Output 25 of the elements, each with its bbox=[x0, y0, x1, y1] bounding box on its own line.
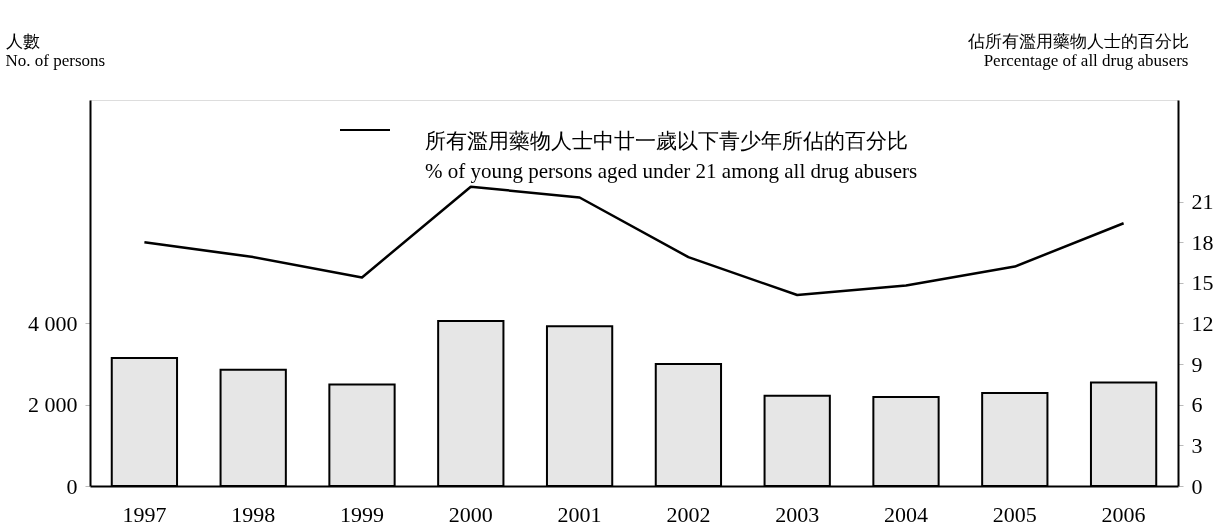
x-tick-label: 2004 bbox=[884, 501, 928, 527]
x-tick-label: 1999 bbox=[340, 501, 384, 527]
y-tick-label: 2 000 bbox=[28, 392, 78, 418]
line-series bbox=[143, 185, 1125, 297]
x-tick-label: 1998 bbox=[231, 501, 276, 527]
y2-tick-label: 9 bbox=[1191, 351, 1203, 377]
x-tick-label: 2003 bbox=[775, 501, 820, 527]
x-tick-label: 2000 bbox=[448, 501, 493, 527]
x-tick-label: 2006 bbox=[1101, 501, 1146, 527]
y2-tick-label: 21 bbox=[1191, 189, 1214, 215]
y2-tick-label: 0 bbox=[1191, 473, 1203, 499]
x-tick-label: 2001 bbox=[557, 501, 602, 527]
y2-axis-title: 佔所有濫用藥物人士的百分比 Percentage of all drug abusers bbox=[966, 31, 1189, 70]
y2-tick-label: 18 bbox=[1191, 229, 1214, 255]
y-tick-label: 0 bbox=[66, 473, 78, 499]
x-tick-label: 1997 bbox=[122, 501, 167, 527]
y-axis-title: 人數 No. of persons bbox=[5, 31, 106, 70]
y2-tick-label: 3 bbox=[1191, 432, 1203, 458]
legend-label: 所有濫用藥物人士中廿一歲以下青少年所佔的百分比 % of young persons aged under 21 among all drug abusers bbox=[425, 129, 918, 183]
y2-tick-label: 6 bbox=[1191, 392, 1203, 418]
x-tick-label: 2005 bbox=[992, 501, 1037, 527]
y-tick-label: 4 000 bbox=[28, 310, 78, 336]
y2-tick-label: 12 bbox=[1191, 310, 1214, 336]
x-tick-label: 2002 bbox=[666, 501, 711, 527]
y2-tick-label: 15 bbox=[1191, 270, 1214, 296]
